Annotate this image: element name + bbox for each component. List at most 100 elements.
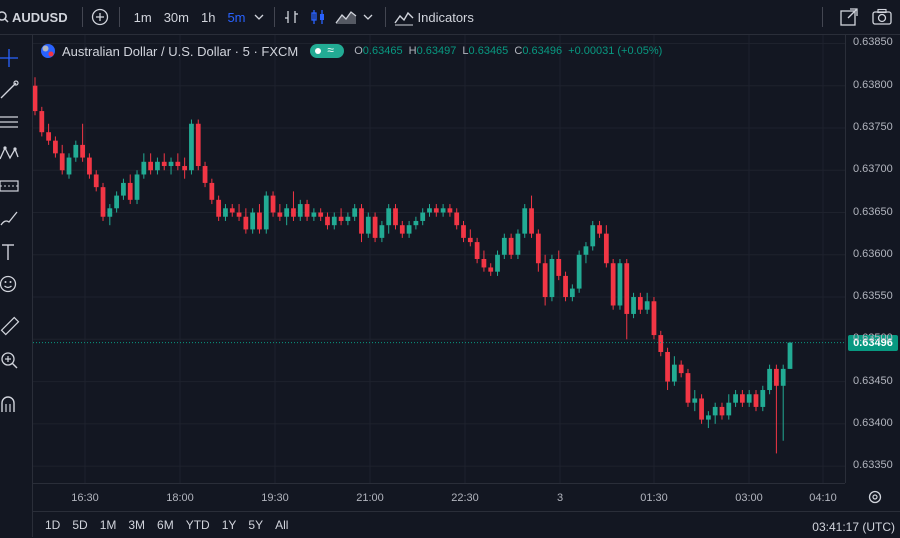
timeframe-5m[interactable]: 5m bbox=[227, 9, 246, 25]
candle bbox=[93, 170, 99, 192]
candle-body bbox=[304, 204, 310, 217]
candle bbox=[603, 225, 609, 268]
high-value: 0.63497 bbox=[416, 45, 457, 57]
ruler-icon[interactable] bbox=[0, 315, 20, 337]
range-all[interactable]: All bbox=[275, 518, 289, 532]
crosshair-icon[interactable] bbox=[0, 47, 20, 69]
timeframe-30m[interactable]: 30m bbox=[163, 9, 189, 25]
candle-body bbox=[168, 161, 174, 167]
compare-button[interactable] bbox=[91, 0, 109, 34]
low-value: 0.63465 bbox=[468, 45, 509, 57]
candle bbox=[631, 292, 636, 319]
close-label: C bbox=[514, 45, 523, 57]
timeframe-1m[interactable]: 1m bbox=[133, 9, 152, 25]
time-tick-label: 22:30 bbox=[451, 492, 479, 504]
candle bbox=[399, 220, 405, 238]
fullscreen-button[interactable] bbox=[839, 0, 859, 34]
timeframe-1h[interactable]: 1h bbox=[200, 9, 216, 25]
range-6m[interactable]: 6M bbox=[157, 518, 174, 532]
candle bbox=[474, 237, 480, 264]
text-icon[interactable] bbox=[0, 241, 20, 263]
time-tick-label: 21:00 bbox=[356, 492, 384, 504]
candle-body bbox=[651, 301, 657, 336]
candle-body bbox=[114, 195, 120, 209]
bar-style-button[interactable] bbox=[283, 0, 301, 34]
symbol-search[interactable]: AUDUSD bbox=[0, 0, 68, 34]
candle-body bbox=[719, 406, 725, 416]
area-chart-icon bbox=[334, 11, 356, 24]
candle-body bbox=[311, 212, 317, 217]
candle bbox=[420, 208, 426, 226]
candles-style-button[interactable] bbox=[309, 0, 327, 34]
range-1m[interactable]: 1M bbox=[99, 518, 117, 532]
fib-retracement-icon[interactable] bbox=[0, 111, 20, 133]
candle bbox=[66, 153, 72, 179]
candle-body bbox=[631, 297, 636, 314]
candle bbox=[114, 191, 120, 213]
candle-body bbox=[433, 208, 439, 213]
candle-body bbox=[576, 254, 582, 289]
candle-body bbox=[107, 208, 113, 217]
candle-body bbox=[93, 174, 99, 188]
brush-icon[interactable] bbox=[0, 207, 20, 229]
utc-clock[interactable]: 03:41:17 (UTC) bbox=[812, 520, 895, 534]
candle-body bbox=[481, 259, 487, 268]
candle bbox=[318, 208, 324, 221]
time-tick-label: 3 bbox=[556, 492, 564, 504]
candle-body bbox=[216, 199, 222, 217]
trend-line-icon[interactable] bbox=[0, 79, 20, 101]
candle-body bbox=[318, 212, 324, 217]
candle bbox=[87, 153, 92, 179]
candle-body bbox=[692, 398, 698, 403]
candle bbox=[175, 153, 181, 171]
range-1d[interactable]: 1D bbox=[45, 518, 61, 532]
pattern-icon[interactable] bbox=[0, 143, 20, 165]
candle bbox=[780, 364, 786, 441]
price-tick-label: 0.63650 bbox=[853, 205, 893, 218]
chevron-down-icon[interactable] bbox=[254, 12, 264, 22]
candle-body bbox=[73, 144, 79, 158]
zoom-in-icon[interactable] bbox=[0, 349, 20, 371]
magnet-icon[interactable] bbox=[0, 393, 20, 415]
candle-body bbox=[726, 402, 732, 416]
candle bbox=[291, 191, 296, 221]
candle bbox=[767, 364, 772, 395]
candle bbox=[39, 106, 45, 137]
range-5y[interactable]: 5Y bbox=[248, 518, 264, 532]
candle-body bbox=[658, 335, 664, 352]
range-ytd[interactable]: YTD bbox=[185, 518, 210, 532]
candle bbox=[576, 250, 582, 293]
candle-body bbox=[195, 123, 201, 167]
price-chart[interactable] bbox=[33, 35, 845, 483]
candle bbox=[440, 204, 446, 217]
indicators-button[interactable]: Indicators bbox=[393, 0, 474, 34]
candle-body bbox=[182, 166, 188, 171]
price-axis[interactable]: 0.63496 0.63850 0.63800 0.63750 0.63700 0.63… bbox=[845, 35, 900, 483]
candle bbox=[182, 157, 188, 179]
area-style-button[interactable] bbox=[334, 0, 373, 34]
range-3m[interactable]: 3M bbox=[128, 518, 146, 532]
candle bbox=[365, 212, 371, 238]
candle-body bbox=[236, 212, 242, 217]
candle-body bbox=[134, 174, 140, 200]
market-status-badge[interactable]: ≈ bbox=[310, 43, 345, 58]
candle bbox=[406, 220, 412, 238]
low-label: L bbox=[462, 45, 469, 57]
range-1y[interactable]: 1Y bbox=[221, 518, 237, 532]
emoji-icon[interactable] bbox=[0, 273, 20, 295]
change-value: +0.00031 (+0.05%) bbox=[568, 45, 663, 57]
candle bbox=[325, 212, 330, 230]
divider bbox=[822, 7, 823, 27]
candle bbox=[236, 204, 242, 221]
candle bbox=[433, 204, 439, 217]
chevron-down-icon[interactable] bbox=[363, 12, 373, 22]
time-axis[interactable]: 16:30 18:00 19:30 21:00 22:30 3 01:30 03:00 04:1… bbox=[33, 483, 845, 512]
candle bbox=[257, 204, 262, 234]
ohlc-values: O0.63465 H0.63497 L0.63465 C0.63496 +0.0… bbox=[354, 45, 662, 57]
range-5d[interactable]: 5D bbox=[72, 518, 88, 532]
forecast-icon[interactable] bbox=[0, 175, 20, 197]
range-toolbar: 1D 5D 1M 3M 6M YTD 1Y 5Y All 03:41:17 (U… bbox=[33, 511, 900, 538]
candle bbox=[461, 220, 466, 243]
snapshot-button[interactable] bbox=[872, 0, 892, 34]
settings-gear-icon[interactable] bbox=[867, 489, 883, 505]
